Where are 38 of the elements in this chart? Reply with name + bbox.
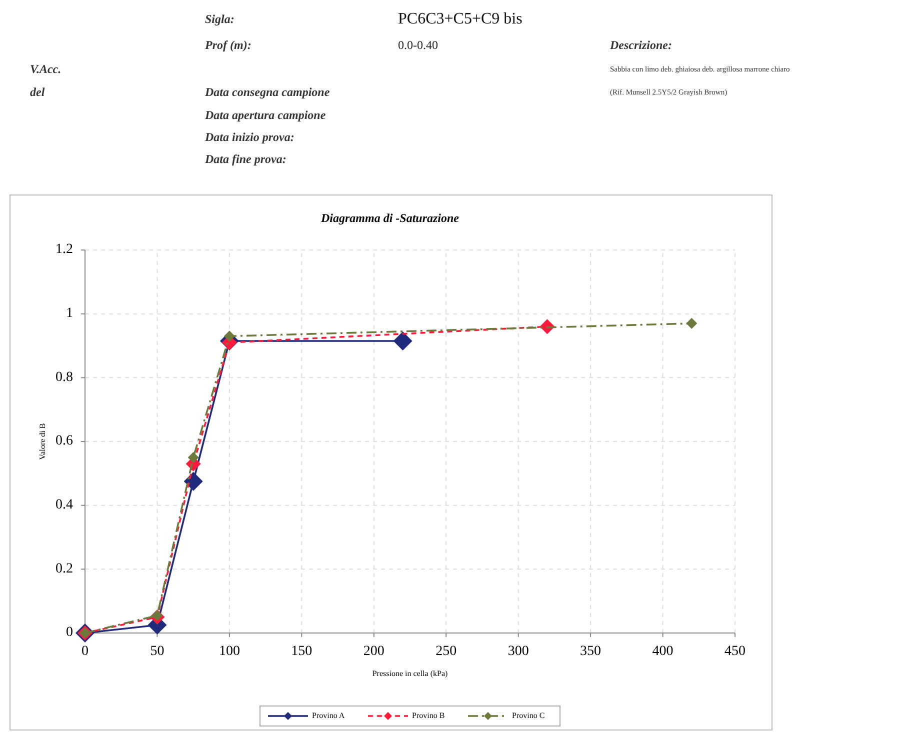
y-tick-label: 0.6: [56, 434, 73, 449]
text: Data apertura campione: [204, 108, 326, 122]
x-tick-label: 400: [652, 644, 674, 659]
text: Data consegna campione: [204, 84, 330, 99]
x-tick-label: 0: [82, 644, 88, 659]
text: Data fine prova:: [204, 152, 286, 166]
y-tick-label: 1.2: [56, 242, 73, 258]
x-tick-label: 150: [291, 644, 312, 659]
y-tick-label: 1: [66, 306, 73, 322]
point: [224, 330, 235, 342]
text: V.Acc.: [30, 62, 62, 76]
x-tick-label: 100: [218, 644, 240, 659]
text: Sigla:: [205, 12, 234, 26]
x-tick-label: 200: [363, 644, 384, 659]
y-tick-label: 0.8: [56, 370, 73, 385]
x-tick-label: 50: [150, 644, 164, 659]
text: Data inizio prova:: [204, 130, 294, 144]
text: 0.0-0.40: [398, 38, 438, 52]
y-tick-label: 0.2: [56, 561, 73, 576]
point: [686, 318, 698, 329]
text: del: [30, 84, 46, 99]
y-tick-label: 0: [66, 625, 73, 640]
x-tick-label: 350: [580, 644, 602, 659]
x-tick-label: 250: [436, 644, 457, 659]
x-axis-title: Pressione in cella (kPa): [372, 669, 448, 678]
point: [393, 331, 412, 350]
chart-title: Diagramma di -Saturazione: [320, 211, 460, 225]
y-tick-label: 0.4: [56, 498, 73, 513]
x-tick-label: 300: [508, 644, 529, 659]
point: [188, 452, 199, 463]
text: Prof (m):: [205, 38, 252, 52]
legend-label: Provino B: [412, 710, 445, 720]
legend-label: Provino C: [512, 710, 545, 720]
text: Descrizione:: [609, 38, 672, 52]
x-tick-label: 450: [724, 644, 746, 659]
legend-label: Provino A: [312, 710, 345, 720]
y-axis-title: Valore di B: [38, 423, 47, 460]
text: PC6C3+C5+C9 bis: [398, 10, 522, 28]
